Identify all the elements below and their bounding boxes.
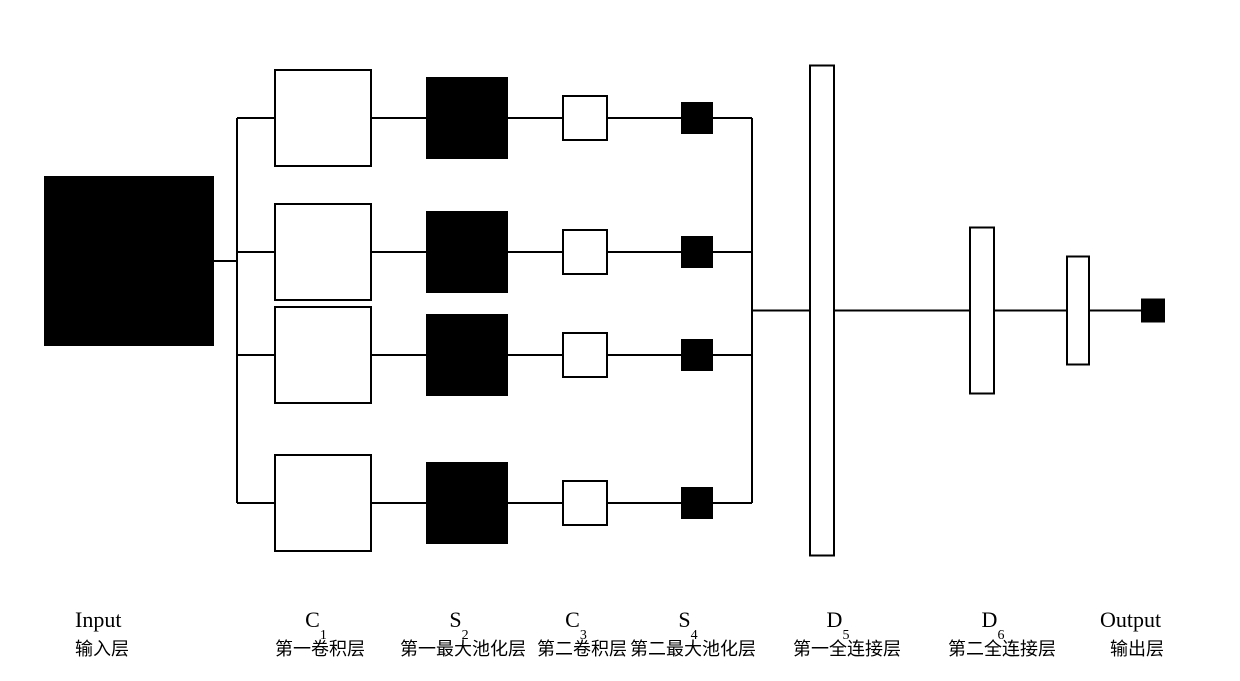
label-c1-bottom: 第一卷积层 xyxy=(275,639,365,659)
block-c3-0 xyxy=(563,96,607,140)
label-output-bottom: 输出层 xyxy=(1110,639,1164,659)
block-c3-3 xyxy=(563,481,607,525)
block-c3-2 xyxy=(563,333,607,377)
block-input xyxy=(45,177,213,345)
label-s2-bottom: 第一最大池化层 xyxy=(400,639,526,659)
label-input-bottom: 输入层 xyxy=(75,639,129,659)
block-s4-0 xyxy=(682,103,712,133)
label-d6-bottom: 第二全连接层 xyxy=(948,639,1056,659)
block-c1-0 xyxy=(275,70,371,166)
label-input-top: Input xyxy=(75,607,121,632)
block-s2-2 xyxy=(427,315,507,395)
block-c3-1 xyxy=(563,230,607,274)
block-c1-3 xyxy=(275,455,371,551)
label-d5-bottom: 第一全连接层 xyxy=(793,639,901,659)
block-output xyxy=(1142,300,1164,322)
block-d5 xyxy=(810,66,834,556)
block-s4-1 xyxy=(682,237,712,267)
block-s2-1 xyxy=(427,212,507,292)
block-s2-3 xyxy=(427,463,507,543)
label-output-top: Output xyxy=(1100,607,1161,632)
label-s4-bottom: 第二最大池化层 xyxy=(630,639,756,659)
block-d6 xyxy=(970,228,994,394)
block-c1-1 xyxy=(275,204,371,300)
label-c3-bottom: 第二卷积层 xyxy=(537,639,627,659)
block-s4-3 xyxy=(682,488,712,518)
block-s4-2 xyxy=(682,340,712,370)
block-d7 xyxy=(1067,257,1089,365)
block-s2-0 xyxy=(427,78,507,158)
block-c1-2 xyxy=(275,307,371,403)
